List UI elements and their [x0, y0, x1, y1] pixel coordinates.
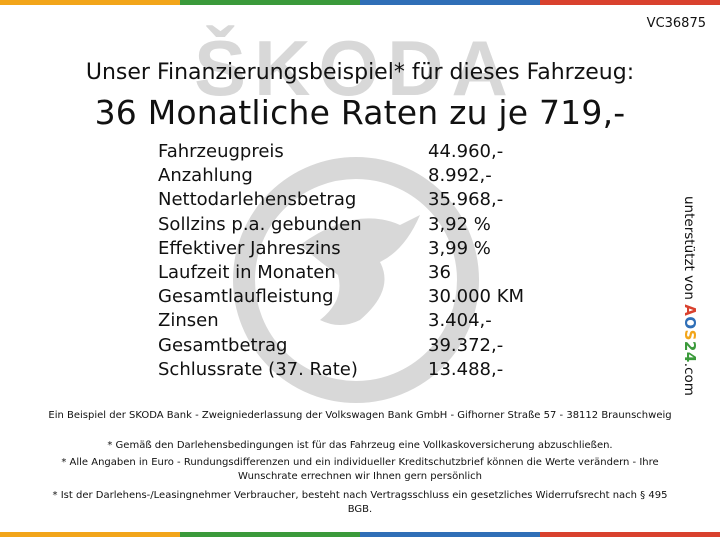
stripe-segment	[360, 532, 540, 537]
bottom-color-stripe	[0, 532, 720, 537]
footnote-withdrawal: * Ist der Darlehens-/Leasingnehmer Verbr…	[52, 490, 668, 515]
row-label: Sollzins p.a. gebunden	[158, 213, 362, 235]
stripe-segment	[360, 0, 540, 5]
credit-text: unterstützt von AOS24.com	[679, 196, 700, 396]
credit-suffix: .com	[681, 362, 697, 396]
row-label: Gesamtlaufleistung	[158, 286, 334, 308]
row-label: Zinsen	[158, 310, 219, 332]
row-value: 13.488,-	[428, 358, 504, 380]
top-color-stripe	[0, 0, 720, 5]
watermark-eye	[373, 229, 391, 247]
finance-row: Effektiver Jahreszins 3,99 %	[158, 237, 558, 261]
finance-row: Nettodarlehensbetrag 35.968,-	[158, 188, 558, 212]
row-label: Effektiver Jahreszins	[158, 237, 341, 259]
finance-row: Schlussrate (37. Rate) 13.488,-	[158, 358, 558, 382]
row-label: Schlussrate (37. Rate)	[158, 358, 358, 380]
stripe-segment	[540, 0, 720, 5]
footnote-bank: Ein Beispiel der SKODA Bank - Zweigniede…	[48, 410, 672, 421]
heading-line2: 36 Monatliche Raten zu je 719,-	[94, 93, 626, 132]
row-label: Gesamtbetrag	[158, 334, 288, 356]
sidebar-credit: unterstützt von AOS24.com	[680, 196, 700, 396]
row-value: 39.372,-	[428, 334, 504, 356]
footnote-values: * Alle Angaben in Euro - Rundungsdiffere…	[61, 457, 659, 482]
vehicle-code: VC36875	[646, 16, 706, 31]
stripe-segment	[0, 532, 180, 537]
row-value: 30.000 KM	[428, 286, 525, 308]
stripe-segment	[180, 532, 360, 537]
row-label: Anzahlung	[158, 165, 253, 187]
aos24-logo: AOS24	[681, 304, 699, 363]
watermark-brand-text: ŠKODA	[194, 24, 516, 112]
row-label: Laufzeit in Monaten	[158, 261, 336, 283]
watermark-arrow	[300, 215, 420, 325]
finance-row: Zinsen 3.404,-	[158, 309, 558, 333]
stripe-segment	[180, 0, 360, 5]
stripe-segment	[540, 532, 720, 537]
row-label: Nettodarlehensbetrag	[158, 189, 357, 211]
finance-row: Gesamtbetrag 39.372,-	[158, 334, 558, 358]
finance-row: Laufzeit in Monaten 36	[158, 261, 558, 285]
credit-prefix: unterstützt von	[681, 196, 697, 300]
row-value: 8.992,-	[428, 165, 492, 187]
footnote-insurance: * Gemäß den Darlehensbedingungen ist für…	[107, 440, 613, 451]
row-value: 36	[428, 261, 451, 283]
watermark-ring	[233, 157, 479, 403]
row-value: 35.968,-	[428, 189, 504, 211]
finance-table: Fahrzeugpreis 44.960,- Anzahlung 8.992,- Net…	[158, 140, 558, 382]
heading-line1: Unser Finanzierungsbeispiel* für dieses …	[85, 60, 635, 85]
finance-row: Anzahlung 8.992,-	[158, 164, 558, 188]
row-label: Fahrzeugpreis	[158, 141, 284, 162]
stripe-segment	[0, 0, 180, 5]
row-value: 3,99 %	[428, 237, 491, 259]
row-value: 44.960,-	[428, 141, 504, 162]
finance-row: Gesamtlaufleistung 30.000 KM	[158, 285, 558, 309]
finance-row: Sollzins p.a. gebunden 3,92 %	[158, 213, 558, 237]
row-value: 3,92 %	[428, 213, 491, 235]
finance-row: Fahrzeugpreis 44.960,-	[158, 140, 558, 164]
row-value: 3.404,-	[428, 310, 492, 332]
